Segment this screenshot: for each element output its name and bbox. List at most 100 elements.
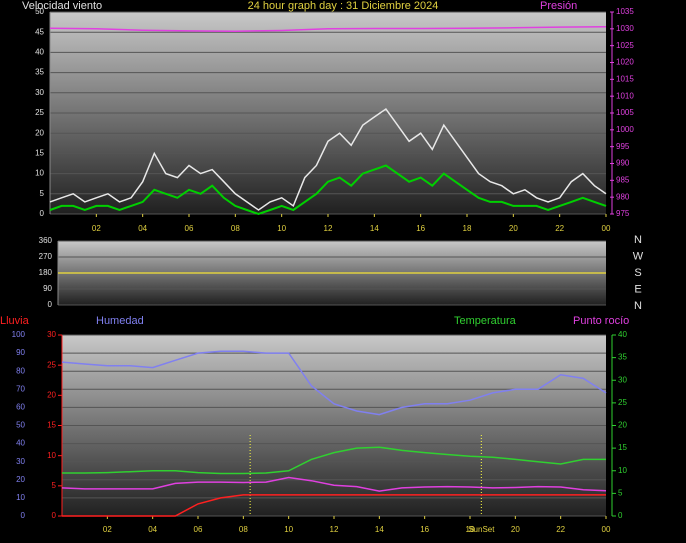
y3-tick-label: 0 xyxy=(52,511,57,520)
y2-tick-label: 1000 xyxy=(616,125,634,134)
x-tick-label: 10 xyxy=(277,224,286,233)
y-tick-label: 40 xyxy=(16,439,25,448)
y-tick-label: 80 xyxy=(16,366,25,375)
y2-tick-label: 1015 xyxy=(616,74,634,83)
series-line xyxy=(49,107,607,211)
compass-label: S xyxy=(634,267,641,279)
y-tick-label: 45 xyxy=(35,27,44,36)
y2-tick-label: 975 xyxy=(616,209,630,218)
x-tick-label: 18 xyxy=(466,525,475,534)
y-tick-label: 25 xyxy=(35,108,44,117)
x-tick-label: 02 xyxy=(92,224,101,233)
y3-tick-label: 10 xyxy=(47,451,56,460)
x-tick-label: 00 xyxy=(602,224,611,233)
compass-label: E xyxy=(634,283,641,295)
legend-entry: Punto rocío xyxy=(573,315,629,327)
y-tick-label: 20 xyxy=(16,475,25,484)
compass-label: N xyxy=(634,234,642,246)
x-tick-label: 20 xyxy=(509,224,518,233)
y2-tick-label: 980 xyxy=(616,192,630,201)
y-tick-label: 270 xyxy=(39,252,53,261)
y-tick-label: 5 xyxy=(40,189,45,198)
chart-title: 24 hour graph day : 31 Diciembre 2024 xyxy=(248,0,439,12)
y2-tick-label: 20 xyxy=(618,421,627,430)
x-tick-label: 08 xyxy=(231,224,240,233)
legend-entry: Presión xyxy=(540,0,577,12)
y-tick-label: 180 xyxy=(39,268,53,277)
x-tick-label: 14 xyxy=(370,224,379,233)
y2-tick-label: 985 xyxy=(616,175,630,184)
y-tick-label: 70 xyxy=(16,384,25,393)
y-tick-label: 90 xyxy=(16,348,25,357)
y2-tick-label: 10 xyxy=(618,466,627,475)
x-tick-label: 06 xyxy=(194,525,203,534)
y-tick-label: 15 xyxy=(35,149,44,158)
y3-tick-label: 30 xyxy=(47,330,56,339)
x-tick-label: 10 xyxy=(284,525,293,534)
y-tick-label: 90 xyxy=(43,284,52,293)
y2-tick-label: 1020 xyxy=(616,58,634,67)
x-tick-label: 22 xyxy=(555,224,564,233)
series-line xyxy=(61,476,607,492)
y-tick-label: 60 xyxy=(16,403,25,412)
y3-tick-label: 20 xyxy=(47,390,56,399)
y-tick-label: 360 xyxy=(39,236,53,245)
y-tick-label: 0 xyxy=(21,511,26,520)
y2-tick-label: 1010 xyxy=(616,91,634,100)
series-line xyxy=(49,164,607,216)
y2-tick-label: 5 xyxy=(618,488,623,497)
y-tick-label: 10 xyxy=(16,493,25,502)
y2-tick-label: 30 xyxy=(618,375,627,384)
y2-tick-label: 15 xyxy=(618,443,627,452)
y-tick-label: 35 xyxy=(35,68,44,77)
series-line xyxy=(62,446,606,475)
y2-tick-label: 0 xyxy=(618,511,623,520)
y-tick-label: 40 xyxy=(35,48,44,57)
x-tick-label: 14 xyxy=(375,525,384,534)
y2-tick-label: 995 xyxy=(616,142,630,151)
y-tick-label: 30 xyxy=(35,88,44,97)
y3-tick-label: 25 xyxy=(47,360,56,369)
x-tick-label: 16 xyxy=(416,224,425,233)
x-tick-label: 12 xyxy=(324,224,333,233)
y-tick-label: 10 xyxy=(35,169,44,178)
legend-entry: Lluvia xyxy=(0,315,30,327)
y-tick-label: 0 xyxy=(48,300,53,309)
y2-tick-label: 25 xyxy=(618,398,627,407)
y-tick-label: 50 xyxy=(16,421,25,430)
x-tick-label: 06 xyxy=(185,224,194,233)
x-tick-label: 12 xyxy=(330,525,339,534)
x-tick-label: 02 xyxy=(103,525,112,534)
y-tick-label: 50 xyxy=(35,7,44,16)
y2-tick-label: 990 xyxy=(616,159,630,168)
x-tick-label: 16 xyxy=(420,525,429,534)
x-tick-label: 00 xyxy=(602,525,611,534)
y2-tick-label: 40 xyxy=(618,330,627,339)
y-tick-label: 0 xyxy=(40,209,45,218)
y3-tick-label: 5 xyxy=(52,481,57,490)
y-tick-label: 20 xyxy=(35,128,44,137)
series-line xyxy=(62,494,606,517)
y-tick-label: 100 xyxy=(12,330,26,339)
compass-label: W xyxy=(633,250,644,262)
series-line xyxy=(49,26,607,32)
legend-entry: Humedad xyxy=(96,315,144,327)
x-tick-label: 04 xyxy=(148,525,157,534)
x-tick-label: 04 xyxy=(138,224,147,233)
x-tick-label: 22 xyxy=(556,525,565,534)
legend-entry: Velocidad viento xyxy=(22,0,102,12)
x-tick-label: 20 xyxy=(511,525,520,534)
y2-tick-label: 35 xyxy=(618,353,627,362)
series-line xyxy=(61,350,607,416)
y3-tick-label: 15 xyxy=(47,421,56,430)
y2-tick-label: 1025 xyxy=(616,41,634,50)
x-tick-label: 18 xyxy=(463,224,472,233)
x-tick-label: 08 xyxy=(239,525,248,534)
y2-tick-label: 1005 xyxy=(616,108,634,117)
compass-label: N xyxy=(634,300,642,312)
sunset-label: SunSet xyxy=(468,525,495,534)
legend-entry: Temperatura xyxy=(454,315,517,327)
y2-tick-label: 1030 xyxy=(616,24,634,33)
y-tick-label: 30 xyxy=(16,457,25,466)
